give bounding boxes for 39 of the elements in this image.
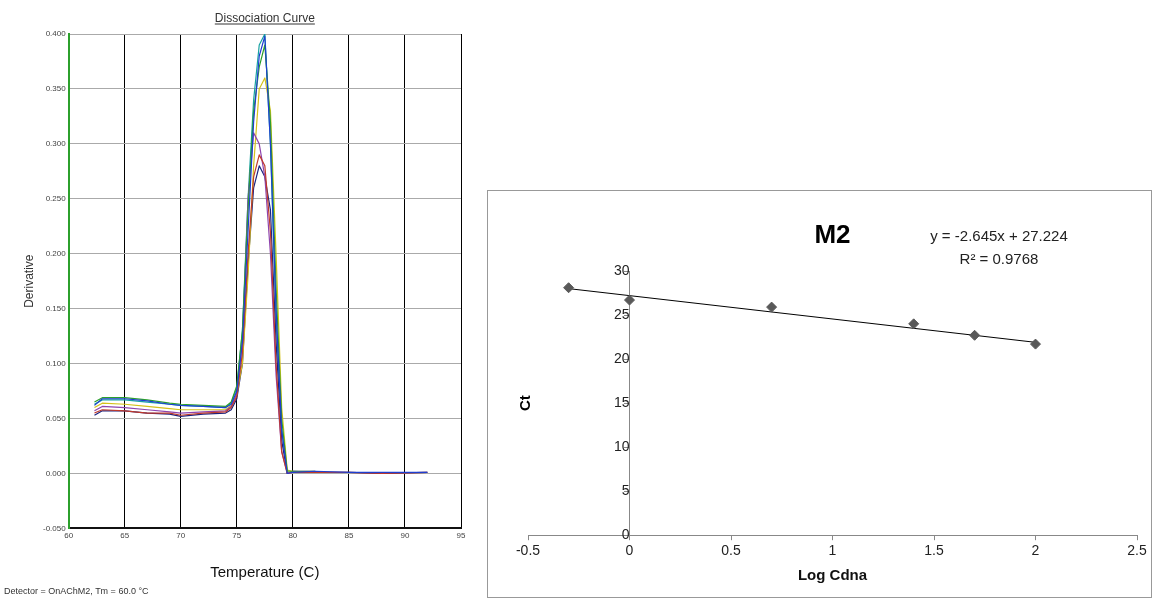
x-tick-label: 65 [120, 531, 130, 541]
y-axis-title: Derivative [22, 254, 37, 308]
text: Detector = OnAChM2, Tm = 60.0 °C [4, 585, 149, 596]
y-tick-label: 10 [613, 437, 630, 454]
x-tick-label: 0.5 [721, 542, 741, 559]
y-tick-label: 0.000 [45, 468, 67, 478]
y-tick-label: 15 [613, 393, 630, 410]
x-tick-label: -0.5 [515, 542, 541, 559]
y-tick-label: 0.250 [45, 194, 67, 203]
y-tick-label: 0.100 [45, 358, 67, 368]
y-tick-label: 0.200 [45, 248, 67, 258]
text: R² = 0.9768 [959, 250, 1039, 268]
x-tick-label: 85 [344, 531, 354, 541]
y-tick-label: 0.350 [45, 84, 67, 94]
x-tick-label: 70 [176, 531, 186, 541]
y-tick-label: 20 [613, 349, 630, 366]
x-tick-label: 90 [400, 531, 410, 541]
y-tick-label: 0.050 [45, 413, 67, 423]
y-tick-label: 0.300 [45, 139, 67, 149]
y-tick-label: 0.400 [45, 29, 67, 39]
y-tick-label: 0.150 [45, 303, 67, 313]
x-tick-label: 75 [232, 531, 242, 541]
x-tick-label: 2 [1031, 542, 1040, 559]
x-tick-label: 1 [828, 542, 837, 559]
chart-title: Dissociation Curve [214, 11, 316, 25]
y-tick-label: 5 [621, 482, 630, 499]
x-tick-label: 1.5 [924, 542, 944, 559]
x-tick-label: 2.5 [1127, 542, 1147, 559]
x-tick-label: 80 [288, 531, 298, 541]
y-tick-label: 30 [613, 261, 630, 278]
x-axis-title: Log Cdna [797, 566, 868, 584]
y-axis-title: Ct [516, 395, 534, 412]
y-tick-label: -0.050 [43, 523, 67, 533]
text: y = -2.645x + 27.224 [930, 227, 1068, 245]
x-axis-title: Temperature (C) [210, 563, 320, 581]
x-tick-label: 60 [64, 531, 74, 541]
y-tick-label: 25 [613, 305, 630, 322]
x-tick-label: 95 [456, 531, 466, 541]
chart-title: M2 [814, 219, 851, 249]
